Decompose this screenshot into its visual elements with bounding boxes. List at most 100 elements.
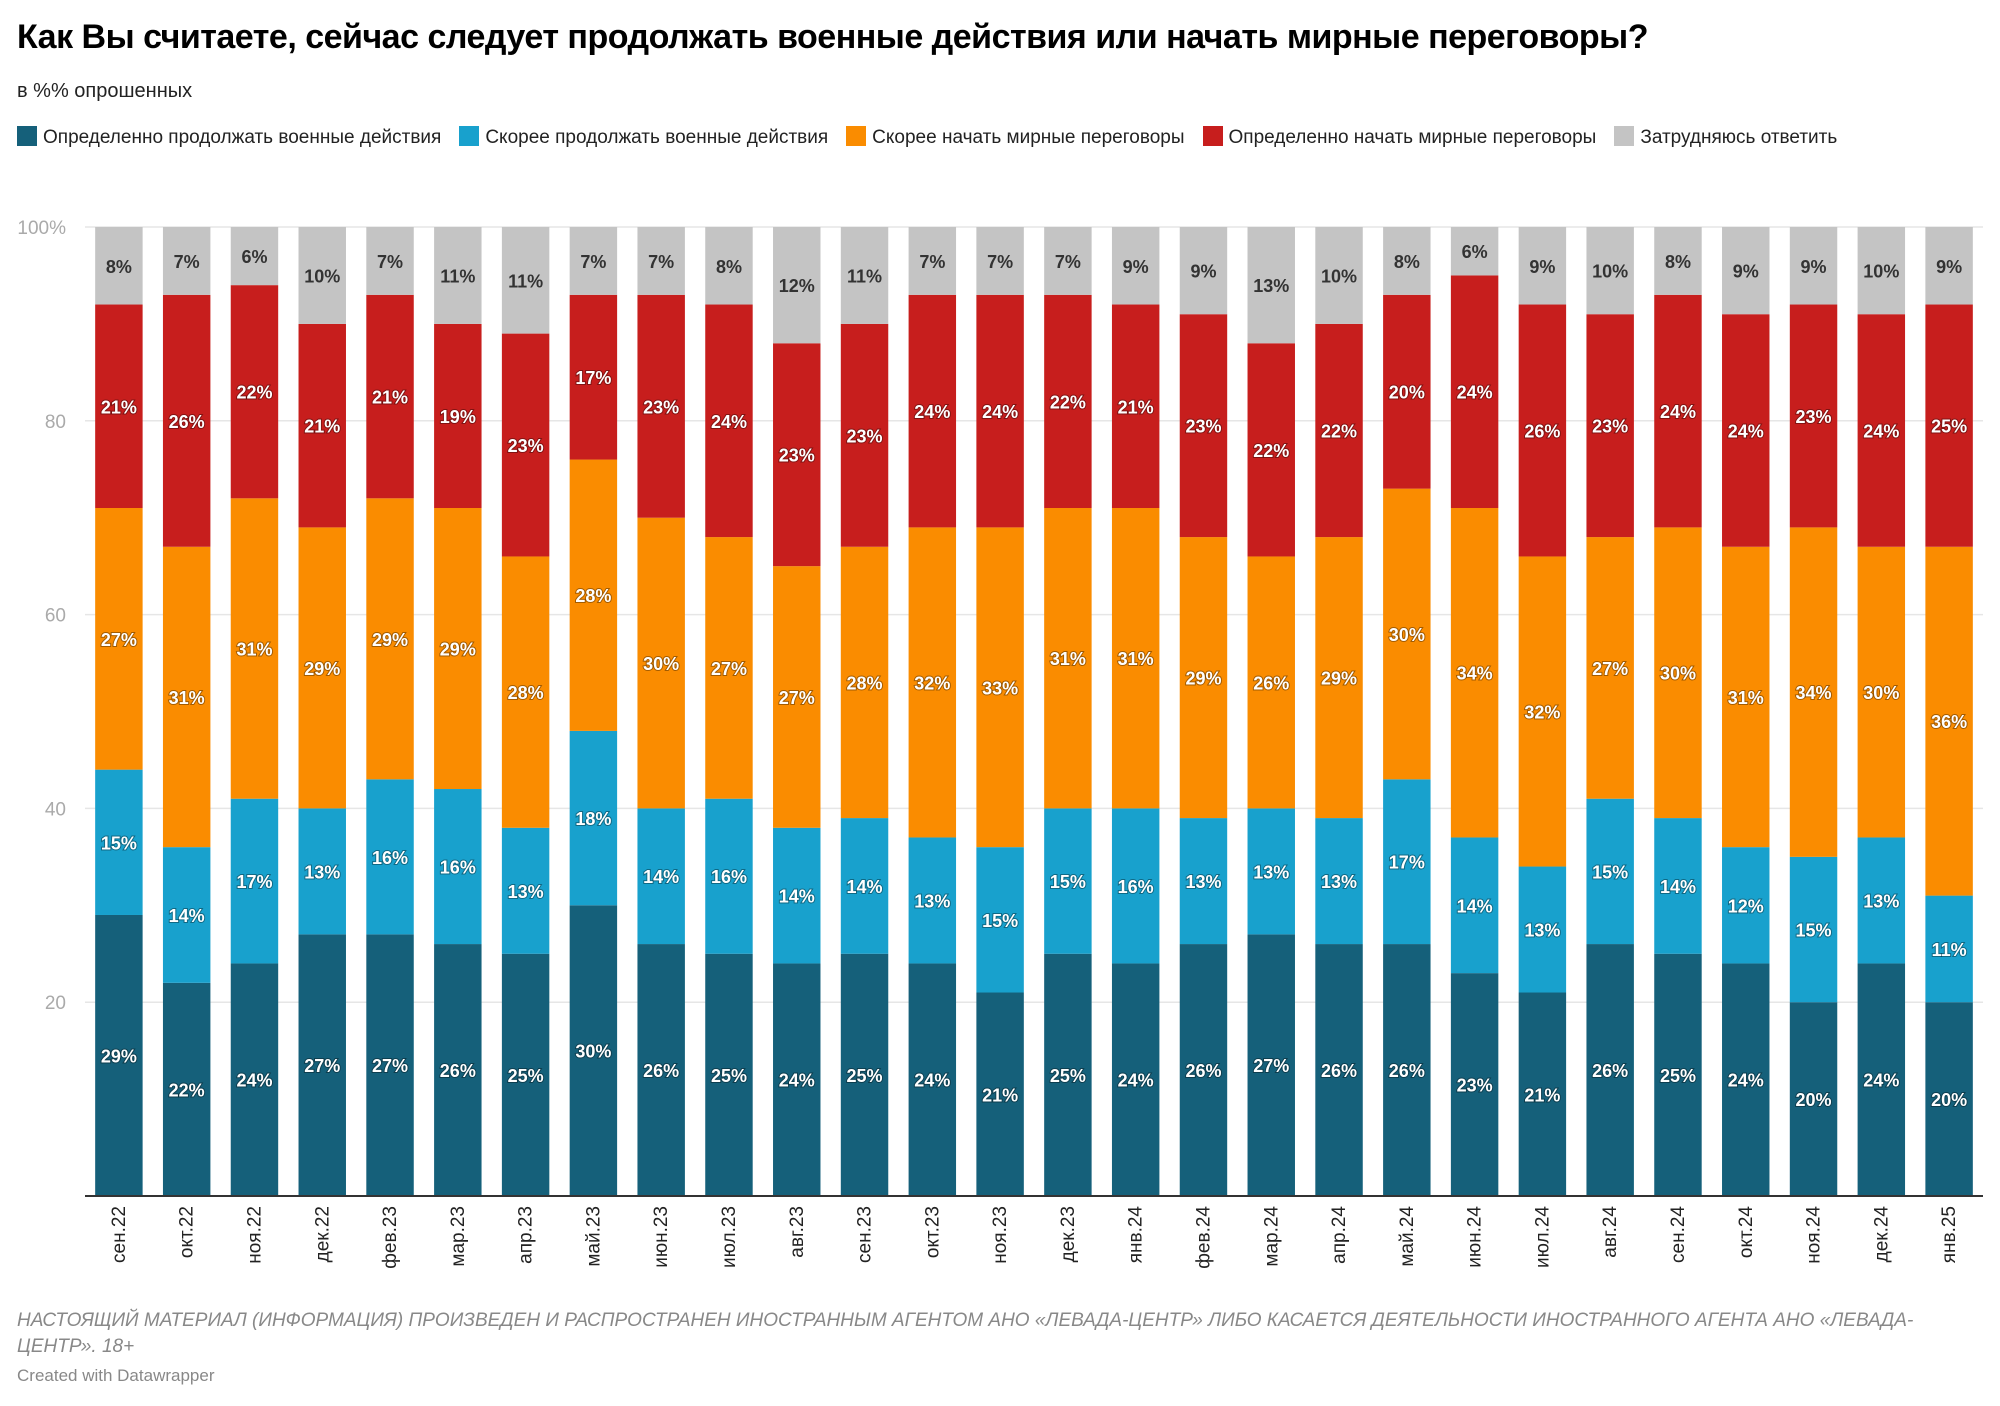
data-label: 20% bbox=[1389, 383, 1425, 403]
bar-segment bbox=[569, 227, 618, 295]
data-label: 27% bbox=[372, 1056, 408, 1076]
data-label: 23% bbox=[508, 436, 544, 456]
bar-segment bbox=[95, 304, 143, 509]
bar-segment bbox=[705, 798, 753, 954]
bar-segment bbox=[230, 498, 279, 799]
bar-segment bbox=[1722, 314, 1770, 547]
bar-segment bbox=[569, 905, 618, 1196]
data-label: 8% bbox=[1394, 252, 1420, 272]
data-label: 29% bbox=[304, 659, 340, 679]
data-label: 14% bbox=[847, 877, 883, 897]
x-tick-label: май.24 bbox=[1397, 1206, 1418, 1267]
bar-segment bbox=[1247, 556, 1295, 809]
bar-segment bbox=[434, 789, 482, 945]
bar-segment bbox=[1450, 973, 1499, 1196]
bar-segment bbox=[1450, 508, 1499, 838]
bar-segment bbox=[162, 982, 211, 1196]
data-label: 13% bbox=[914, 891, 950, 911]
stacked-bar-chart: 20 40 60 80 100% 29% 15% 27% 21% 8% сен.22 22% 14% 31… bbox=[17, 218, 1983, 1269]
bar-segment bbox=[230, 798, 279, 964]
data-label: 18% bbox=[575, 809, 611, 829]
bar-segment bbox=[637, 227, 685, 295]
y-tick-label: 80 bbox=[45, 412, 66, 433]
x-tick-label: май.23 bbox=[583, 1206, 604, 1267]
data-label: 22% bbox=[1321, 421, 1357, 441]
bar-segment bbox=[1925, 546, 1973, 896]
x-tick-label: ноя.22 bbox=[244, 1206, 265, 1264]
data-label: 7% bbox=[580, 252, 606, 272]
data-label: 28% bbox=[575, 586, 611, 606]
bar-segment bbox=[773, 963, 821, 1196]
x-tick-label: янв.24 bbox=[1126, 1206, 1147, 1264]
bar-segment bbox=[705, 304, 753, 538]
bar-segment bbox=[366, 227, 414, 295]
bar-segment bbox=[773, 343, 821, 567]
x-tick-label: апр.24 bbox=[1329, 1206, 1350, 1264]
data-label: 22% bbox=[1253, 441, 1289, 461]
bar-segment bbox=[1789, 1002, 1838, 1196]
data-label: 11% bbox=[1932, 940, 1967, 960]
credit-link[interactable]: Created with Datawrapper bbox=[17, 1366, 215, 1385]
data-label: 14% bbox=[169, 906, 205, 926]
data-label: 27% bbox=[779, 688, 815, 708]
data-label: 21% bbox=[372, 388, 408, 408]
data-label: 29% bbox=[440, 640, 476, 660]
bar-segment bbox=[1315, 323, 1363, 538]
data-label: 22% bbox=[1050, 392, 1086, 412]
x-tick-label: янв.25 bbox=[1939, 1206, 1960, 1263]
data-label: 15% bbox=[1050, 872, 1086, 892]
bar-segment bbox=[162, 227, 211, 295]
x-tick-label: апр.23 bbox=[516, 1206, 537, 1264]
x-tick-label: сен.23 bbox=[855, 1206, 876, 1263]
data-label: 23% bbox=[779, 446, 815, 466]
legend-swatch bbox=[1614, 126, 1635, 146]
data-label: 16% bbox=[711, 867, 747, 887]
x-tick-label: дек.23 bbox=[1058, 1206, 1079, 1262]
bar-segment bbox=[1179, 314, 1228, 538]
bar-segment bbox=[1450, 837, 1499, 974]
y-tick-label: 20 bbox=[45, 993, 66, 1014]
bar-segment bbox=[908, 527, 957, 838]
data-label: 14% bbox=[1660, 877, 1696, 897]
bar-segment bbox=[1111, 963, 1160, 1196]
data-label: 27% bbox=[1592, 659, 1628, 679]
bar-segment bbox=[1179, 818, 1228, 945]
bar-segment bbox=[1518, 556, 1567, 867]
bar-segment bbox=[1383, 944, 1431, 1196]
bar-segment bbox=[1789, 227, 1838, 305]
bar-segment bbox=[637, 294, 685, 518]
legend-item: Определенно продолжать военные действия bbox=[17, 126, 441, 148]
data-label: 15% bbox=[1796, 921, 1832, 941]
bar-segment bbox=[1450, 275, 1499, 509]
bar-segment bbox=[1857, 837, 1906, 964]
data-label: 26% bbox=[1253, 673, 1289, 693]
data-label: 25% bbox=[1660, 1066, 1696, 1086]
bar-segment bbox=[1247, 808, 1295, 935]
bar-segment bbox=[1111, 508, 1160, 809]
bar-segment bbox=[1586, 537, 1634, 799]
bar-segment bbox=[773, 227, 821, 344]
bar-segment bbox=[298, 934, 346, 1196]
bar-segment bbox=[501, 556, 550, 828]
x-tick-label: июн.24 bbox=[1465, 1206, 1486, 1268]
data-label: 24% bbox=[1660, 402, 1696, 422]
bar-segment bbox=[1722, 963, 1770, 1196]
data-label: 24% bbox=[1863, 421, 1899, 441]
bar-segment bbox=[1857, 546, 1906, 838]
bar-segment bbox=[1044, 508, 1092, 809]
x-tick-label: фев.23 bbox=[380, 1206, 401, 1269]
bar-segment bbox=[1450, 227, 1499, 276]
data-label: 13% bbox=[1863, 891, 1899, 911]
legend-swatch bbox=[1202, 126, 1223, 146]
bar-segment bbox=[908, 294, 957, 528]
bar-segment bbox=[366, 934, 414, 1196]
bar-segment bbox=[1925, 227, 1973, 305]
bar-segment bbox=[1179, 227, 1228, 315]
bar-segment bbox=[840, 953, 889, 1196]
bar-segment bbox=[637, 517, 685, 809]
data-label: 20% bbox=[1796, 1090, 1832, 1110]
legend-swatch bbox=[846, 126, 867, 146]
data-label: 15% bbox=[1592, 862, 1628, 882]
data-label: 30% bbox=[643, 654, 679, 674]
bar-segment bbox=[501, 953, 550, 1196]
